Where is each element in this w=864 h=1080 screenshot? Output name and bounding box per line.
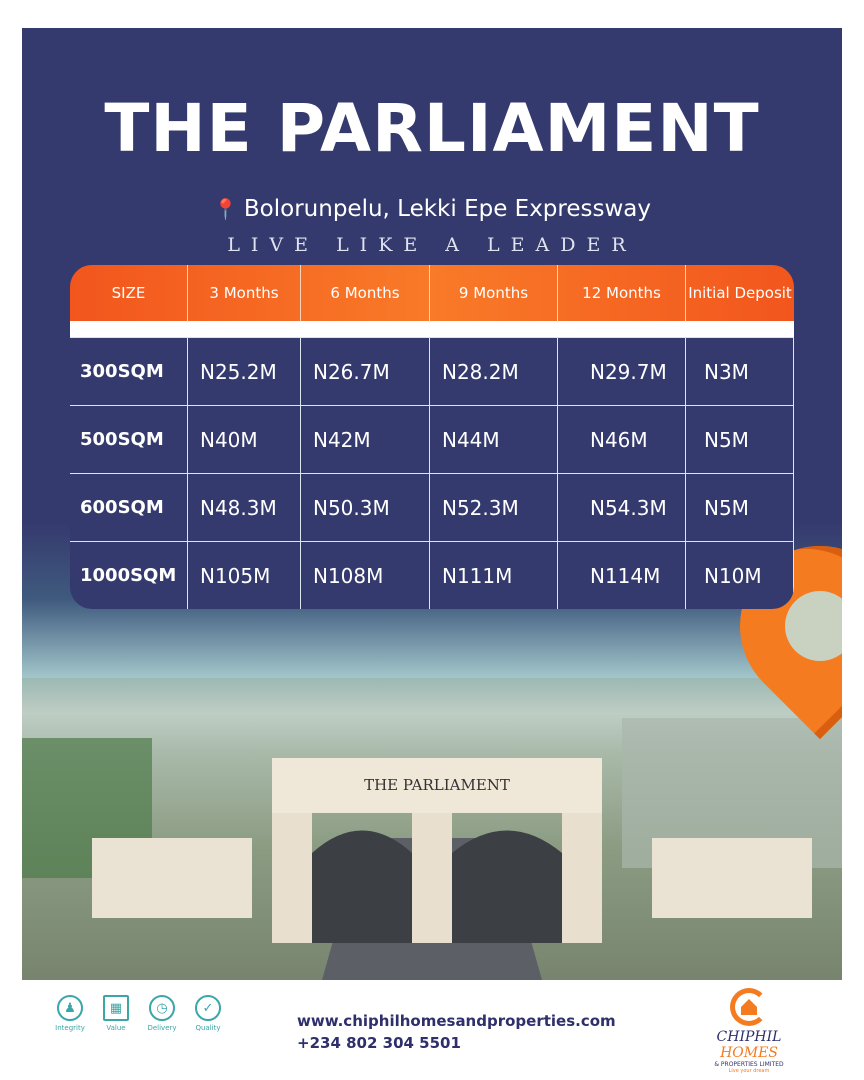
cell-deposit: N5M [686,406,794,473]
header-divider [70,321,794,337]
cell-price: N54.3M [558,474,686,541]
logo-house-icon [730,988,768,1026]
cell-deposit: N10M [686,542,794,609]
table-row: 1000SQM N105M N108M N111M N114M N10M [70,541,794,609]
cell-deposit: N3M [686,338,794,405]
cell-deposit: N5M [686,474,794,541]
cell-size: 500SQM [70,406,188,473]
cell-size: 1000SQM [70,542,188,609]
header-initial-deposit: Initial Deposit [688,283,792,302]
flyer-panel: THE PARLIAMENT 📍 Bolorunpelu, Lekki Epe E… [22,28,842,980]
integrity-icon: ♟ [57,995,83,1021]
cell-price: N42M [301,406,430,473]
table-row: 300SQM N25.2M N26.7M N28.2M N29.7M N3M [70,337,794,405]
map-pin-icon: 📍 [213,197,238,221]
building-icon: ▦ [103,995,129,1021]
cell-price: N48.3M [188,474,301,541]
value-delivery: ◷ Delivery [144,995,180,1032]
header-3-months: 3 Months [188,265,301,321]
table-row: 500SQM N40M N42M N44M N46M N5M [70,405,794,473]
page-title: THE PARLIAMENT [104,90,760,167]
cell-price: N111M [430,542,558,609]
value-integrity: ♟ Integrity [52,995,88,1032]
company-logo: CHIPHIL HOMES & PROPERTIES LIMITED Live … [694,988,804,1076]
price-table: SIZE 3 Months 6 Months 9 Months 12 Month… [70,265,794,609]
header-6-months: 6 Months [301,265,430,321]
cell-size: 600SQM [70,474,188,541]
location-text: Bolorunpelu, Lekki Epe Expressway [243,196,651,222]
stopwatch-icon: ◷ [149,995,175,1021]
gate-sign: THE PARLIAMENT [364,776,510,794]
cell-price: N114M [558,542,686,609]
website-link[interactable]: www.chiphilhomesandproperties.com [297,1012,616,1030]
cell-price: N105M [188,542,301,609]
values-icons: ♟ Integrity ▦ Value ◷ Delivery ✓ Quality [52,995,226,1032]
estate-gate-rendering: THE PARLIAMENT [22,678,842,980]
phone-number[interactable]: +234 802 304 5501 [297,1034,461,1052]
value-quality: ✓ Quality [190,995,226,1032]
cell-price: N29.7M [558,338,686,405]
cell-price: N40M [188,406,301,473]
header-9-months: 9 Months [430,265,558,321]
cell-price: N52.3M [430,474,558,541]
header-12-months: 12 Months [558,265,686,321]
value-value: ▦ Value [98,995,134,1032]
location: 📍 Bolorunpelu, Lekki Epe Expressway [22,196,842,222]
tagline: LIVE LIKE A LEADER [227,234,637,256]
cell-price: N46M [558,406,686,473]
cell-price: N26.7M [301,338,430,405]
cell-price: N44M [430,406,558,473]
badge-icon: ✓ [195,995,221,1021]
header-size: SIZE [70,265,188,321]
table-row: 600SQM N48.3M N50.3M N52.3M N54.3M N5M [70,473,794,541]
cell-size: 300SQM [70,338,188,405]
cell-price: N108M [301,542,430,609]
cell-price: N28.2M [430,338,558,405]
cell-price: N50.3M [301,474,430,541]
cell-price: N25.2M [188,338,301,405]
table-header: SIZE 3 Months 6 Months 9 Months 12 Month… [70,265,794,321]
